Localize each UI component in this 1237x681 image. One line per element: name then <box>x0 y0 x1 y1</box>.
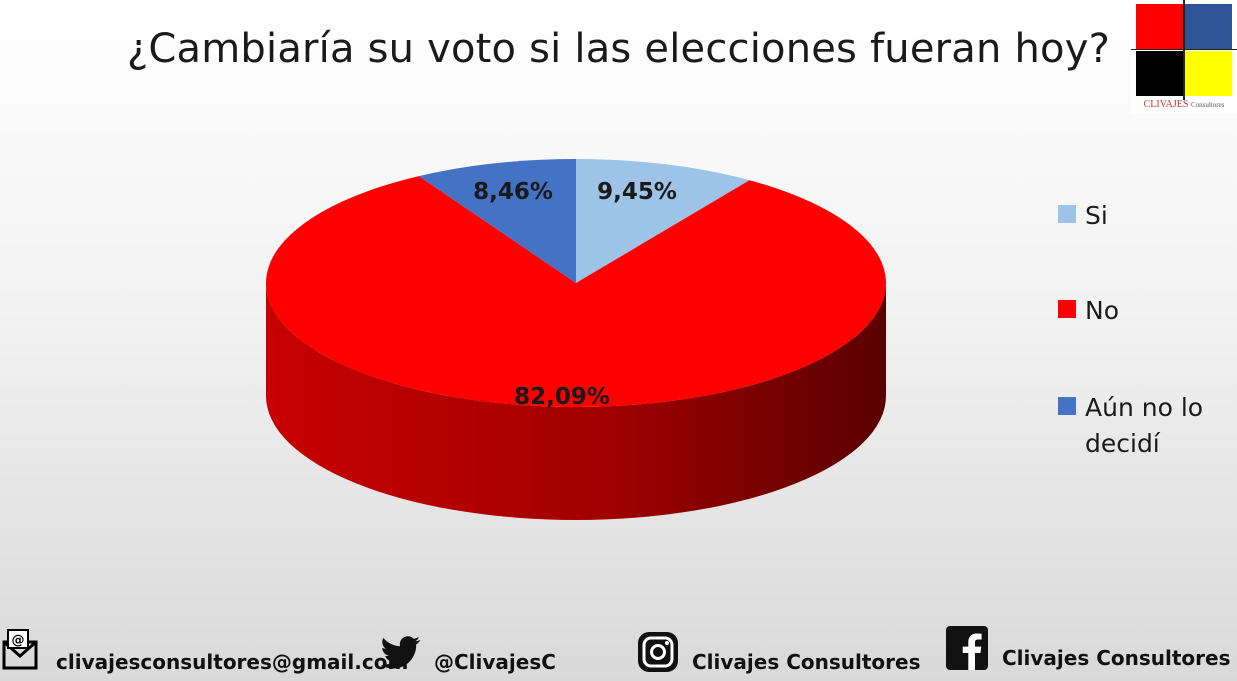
legend-swatch-si <box>1058 205 1076 223</box>
pie-slice-aun-no-lo-decidi <box>418 159 576 283</box>
footer: @ clivajesconsultores@gmail.com @Clivaje… <box>0 624 1237 681</box>
footer-twitter-text: @ClivajesC <box>434 650 556 674</box>
footer-facebook-text: Clivajes Consultores <box>1002 646 1231 670</box>
footer-email[interactable]: @ clivajesconsultores@gmail.com <box>0 628 408 674</box>
pie-label-si: 9,45% <box>597 179 677 205</box>
facebook-icon <box>946 624 992 670</box>
legend-swatch-no <box>1058 300 1076 318</box>
legend-item-si: Si <box>1058 198 1215 234</box>
legend-swatch-aun-no-lo-decidi <box>1058 397 1076 415</box>
logo-quadrant-blue <box>1185 4 1232 49</box>
twitter-icon <box>378 628 424 674</box>
legend-label-no: No <box>1085 296 1119 325</box>
logo-brand: CLIVAJES <box>1143 99 1189 110</box>
pie-side-wall <box>266 283 886 520</box>
footer-instagram[interactable]: Clivajes Consultores <box>636 628 921 674</box>
logo-quadrant-black <box>1136 51 1183 96</box>
email-icon: @ <box>0 628 46 674</box>
footer-facebook[interactable]: Clivajes Consultores <box>946 624 1231 670</box>
logo-text: CLIVAJES Consultores <box>1131 99 1237 110</box>
footer-instagram-text: Clivajes Consultores <box>692 650 921 674</box>
legend-label-aun-no-lo-decidi: Aún no lo decidí <box>1085 393 1204 458</box>
svg-text:@: @ <box>12 633 25 648</box>
pie-label-no: 82,09% <box>514 384 610 410</box>
pie-label-aun-no-lo-decidi: 8,46% <box>473 179 553 205</box>
footer-twitter[interactable]: @ClivajesC <box>378 628 556 674</box>
legend-item-no: No <box>1058 293 1215 329</box>
legend-label-si: Si <box>1085 201 1108 230</box>
instagram-icon <box>636 628 682 674</box>
footer-email-text: clivajesconsultores@gmail.com <box>56 650 409 674</box>
logo-suffix: Consultores <box>1190 101 1225 109</box>
legend-item-aun-no-lo-decidi: Aún no lo decidí <box>1058 390 1215 462</box>
pie-slice-no <box>265 176 886 407</box>
pie-slice-si <box>576 159 750 283</box>
logo-quadrant-red <box>1136 4 1183 49</box>
page-title: ¿Cambiaría su voto si las elecciones fue… <box>126 26 1111 72</box>
logo-quadrant-yellow <box>1185 51 1232 96</box>
clivajes-logo: CLIVAJES Consultores <box>1131 0 1237 114</box>
